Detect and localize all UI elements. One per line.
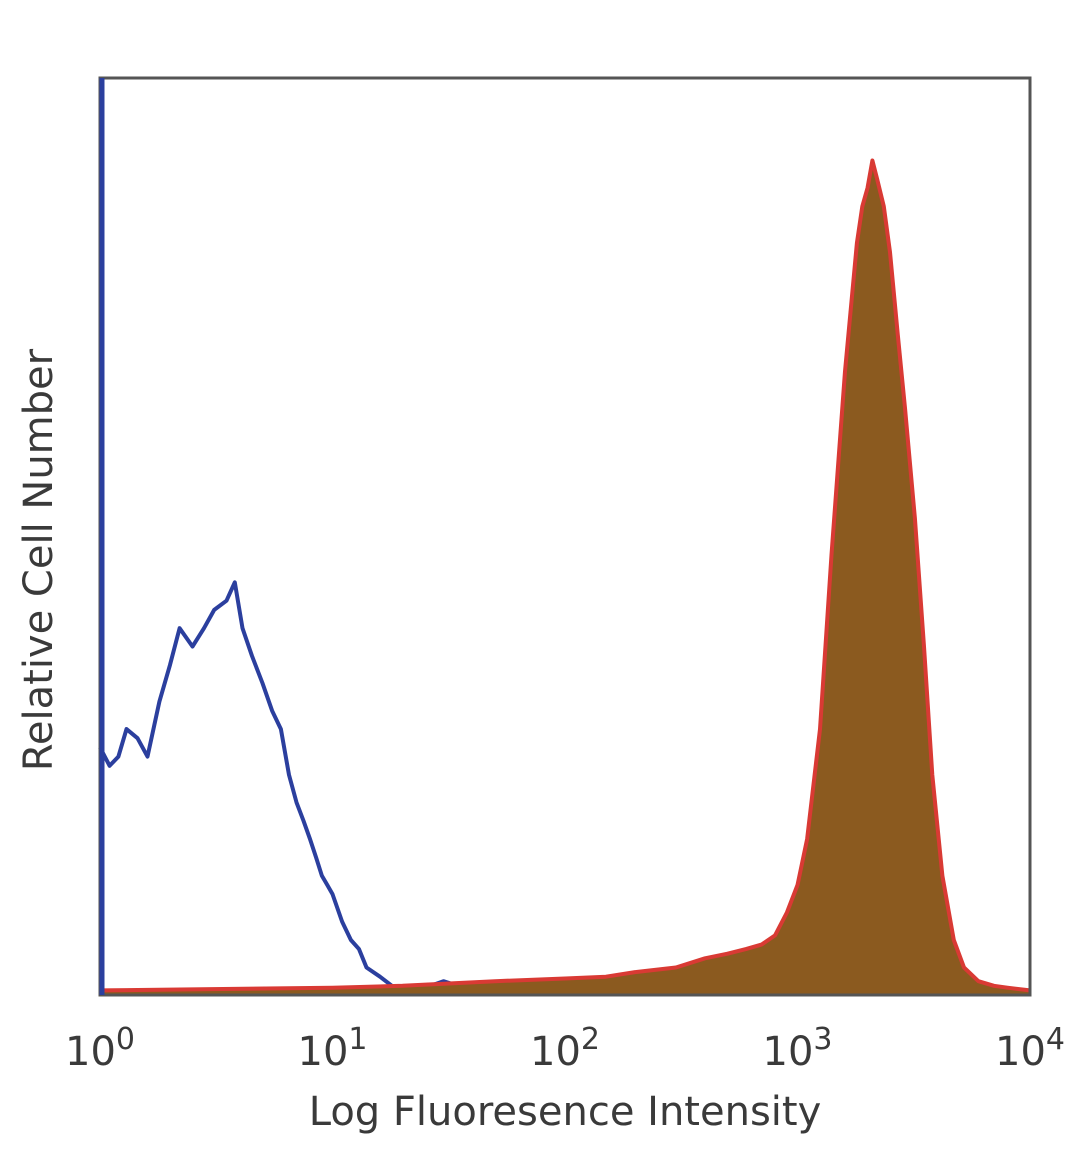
series-0-line	[98, 580, 530, 996]
x-tick-label-4: 104	[995, 1022, 1065, 1075]
x-tick-label-1: 101	[298, 1022, 368, 1075]
x-tick-labels: 100 101 102 103 104	[65, 1022, 1065, 1075]
series-layer	[98, 158, 1031, 996]
x-axis-label: Log Fluoresence Intensity	[309, 1089, 822, 1135]
series-1-line	[99, 158, 1031, 993]
x-tick-label-2: 102	[530, 1022, 600, 1075]
series-1-area	[100, 160, 1030, 995]
y-axis-label: Relative Cell Number	[16, 348, 62, 771]
x-tick-label-0: 100	[65, 1022, 135, 1075]
x-tick-label-3: 103	[763, 1022, 833, 1075]
